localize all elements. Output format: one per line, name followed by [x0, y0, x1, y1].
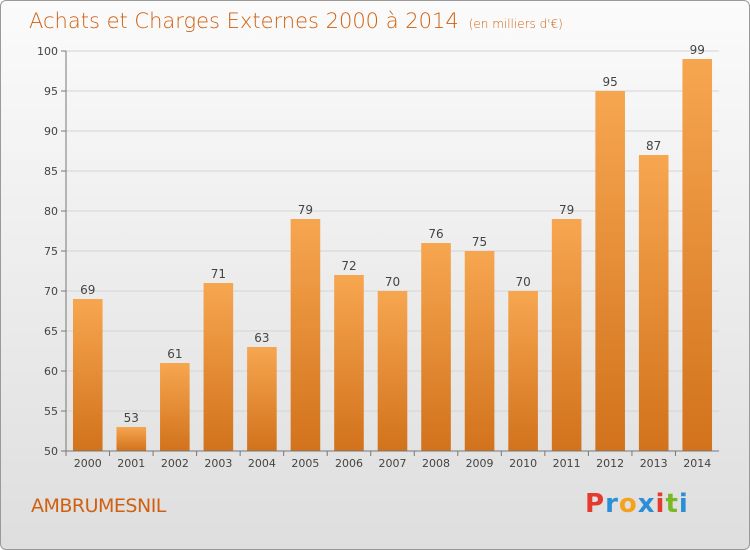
bar: [638, 155, 669, 451]
commune-name: AMBRUMESNIL: [31, 495, 166, 517]
x-tick-label: 2004: [248, 457, 276, 470]
x-tick-label: 2011: [553, 457, 581, 470]
value-label: 61: [167, 347, 182, 361]
axes: 50 55 60 65 70 75 80 85 90 95 100 2000 2001 2002 2003 2…: [37, 45, 719, 470]
bar: [116, 427, 147, 451]
value-label: 87: [646, 139, 661, 153]
y-tick-label: 90: [44, 125, 58, 138]
y-tick-label: 70: [44, 285, 58, 298]
x-tick-label: 2010: [509, 457, 537, 470]
x-tick-label: 2001: [117, 457, 145, 470]
value-label: 79: [559, 203, 574, 217]
logo-letter: i: [678, 489, 689, 519]
y-tick-label: 65: [44, 325, 58, 338]
x-tick-label: 2009: [466, 457, 494, 470]
logo-letter: x: [637, 489, 656, 519]
chart-subtitle: (en milliers d'€): [468, 17, 563, 31]
y-tick-label: 100: [37, 45, 58, 58]
bar: [595, 91, 625, 451]
bar: [508, 291, 538, 451]
value-label: 76: [428, 227, 443, 241]
y-tick-label: 60: [44, 365, 58, 378]
y-tick-label: 55: [44, 405, 58, 418]
value-label: 53: [124, 411, 139, 425]
bar: [682, 59, 713, 451]
logo-letter: P: [585, 489, 606, 519]
logo-letter: o: [618, 489, 638, 519]
x-tick-label: 2003: [204, 457, 232, 470]
bar: [160, 363, 190, 451]
x-tick-label: 2005: [291, 457, 319, 470]
bar: [290, 219, 321, 451]
value-label: 95: [603, 75, 618, 89]
x-tick-label: 2013: [640, 457, 668, 470]
bar: [377, 291, 408, 451]
value-label: 71: [211, 267, 226, 281]
bar: [551, 219, 582, 451]
logo-letter: r: [605, 489, 619, 519]
y-tick-label: 50: [44, 445, 58, 458]
value-label: 72: [341, 259, 356, 273]
y-tick-label: 80: [44, 205, 58, 218]
value-label: 75: [472, 235, 487, 249]
bar: [334, 275, 364, 451]
bar: [464, 251, 495, 451]
logo-letter: t: [665, 489, 679, 519]
logo-letter: i: [655, 489, 666, 519]
x-tick-label: 2006: [335, 457, 363, 470]
bar: [247, 347, 277, 451]
x-tick-label: 2000: [74, 457, 102, 470]
bars: 69 53 61 71 63 79 72 70 76 75 70 79 95 87 99: [72, 43, 713, 451]
value-label: 63: [254, 331, 269, 345]
value-label: 69: [80, 283, 95, 297]
value-label: 79: [298, 203, 313, 217]
chart-title: Achats et Charges Externes 2000 à 2014 (e…: [29, 9, 563, 33]
bar: [203, 283, 234, 451]
x-tick-label: 2002: [161, 457, 189, 470]
y-tick-label: 85: [44, 165, 58, 178]
x-tick-label: 2012: [596, 457, 624, 470]
value-label: 70: [385, 275, 400, 289]
y-tick-label: 95: [44, 85, 58, 98]
value-label: 99: [690, 43, 705, 57]
chart-title-text: Achats et Charges Externes 2000 à 2014: [29, 9, 459, 33]
bar: [421, 243, 451, 451]
value-label: 70: [515, 275, 530, 289]
x-tick-label: 2014: [683, 457, 711, 470]
x-tick-label: 2008: [422, 457, 450, 470]
bar: [72, 299, 103, 451]
x-tick-label: 2007: [379, 457, 407, 470]
y-tick-label: 75: [44, 245, 58, 258]
proxiti-logo: Proxiti: [585, 489, 689, 519]
